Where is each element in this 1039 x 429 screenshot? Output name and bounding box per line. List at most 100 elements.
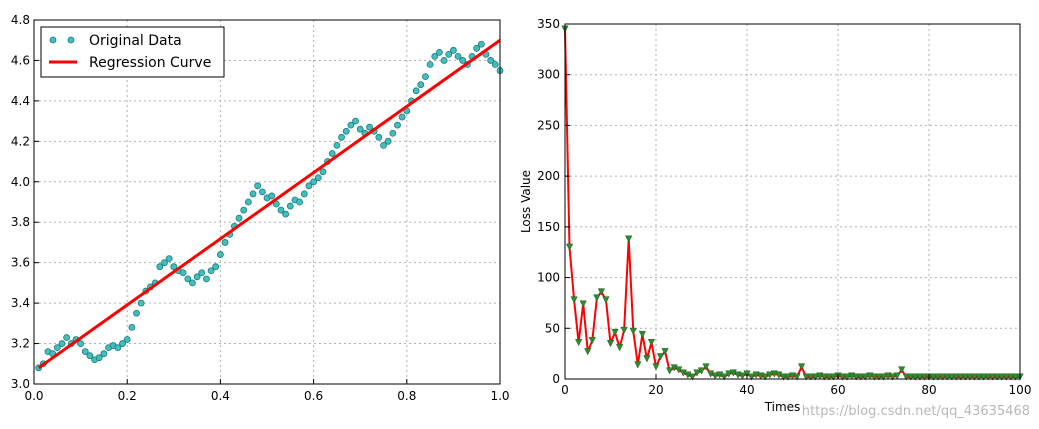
loss-point — [629, 327, 637, 336]
loss-point — [843, 373, 851, 381]
data-point — [491, 61, 499, 68]
loss-chart-ytick-label: 100 — [537, 271, 560, 285]
data-point — [473, 44, 481, 52]
loss-point — [565, 243, 574, 251]
loss-point — [661, 348, 669, 356]
data-point — [86, 352, 94, 360]
loss-point — [984, 373, 992, 381]
data-point — [212, 263, 220, 271]
loss-chart-ylabel: Loss Value — [519, 170, 533, 233]
data-point — [282, 210, 290, 218]
data-point — [53, 344, 61, 352]
loss-point — [638, 330, 646, 339]
loss-point — [820, 373, 828, 381]
data-point — [445, 50, 453, 58]
loss-point — [829, 373, 838, 381]
data-point — [119, 340, 126, 347]
loss-point — [861, 373, 869, 381]
data-point — [114, 344, 122, 352]
data-point — [63, 334, 71, 341]
data-point — [268, 192, 276, 200]
loss-point — [761, 373, 769, 381]
data-point — [440, 57, 448, 64]
loss-chart-xtick-label: 80 — [921, 383, 936, 397]
data-point — [189, 279, 196, 287]
data-point — [375, 133, 383, 141]
data-point — [137, 299, 145, 307]
data-point — [422, 73, 429, 81]
regression-chart-ytick-label: 4.4 — [11, 94, 30, 108]
data-point — [356, 125, 364, 133]
data-point — [477, 40, 485, 48]
loss-chart-ticks: 0 20 40 60 80 100 0 50 100 150 200 250 300 350 — [537, 17, 1031, 397]
loss-point — [979, 373, 988, 381]
loss-point — [1007, 373, 1015, 381]
loss-point — [957, 373, 965, 381]
data-point — [333, 141, 341, 149]
loss-point — [706, 370, 715, 378]
loss-point — [579, 300, 587, 308]
regression-chart-frame — [33, 19, 501, 385]
regression-line — [37, 38, 501, 370]
regression-chart-ytick-label: 3.0 — [11, 377, 30, 391]
data-point — [95, 354, 103, 362]
loss-chart-ytick-label: 200 — [537, 169, 560, 183]
data-point — [459, 57, 467, 64]
regression-chart-xtick-label: 1.0 — [490, 389, 509, 403]
data-point — [296, 198, 304, 206]
data-point — [426, 61, 434, 68]
loss-point — [588, 337, 596, 345]
loss-point — [797, 363, 806, 371]
watermark: https://blog.csdn.net/qq_43635468 — [802, 404, 1030, 419]
loss-point — [625, 235, 633, 243]
regression-chart-xtick-label: 0.0 — [24, 389, 43, 403]
loss-point — [898, 366, 906, 374]
data-point — [338, 133, 345, 141]
regression-chart-xtick-label: 0.8 — [397, 389, 416, 403]
loss-chart-ytick-label: 300 — [537, 68, 560, 82]
data-point — [352, 117, 359, 125]
data-point — [328, 150, 336, 157]
loss-point — [775, 371, 783, 379]
loss-point — [720, 373, 728, 381]
loss-point — [779, 373, 788, 381]
loss-point — [584, 348, 592, 356]
loss-point — [907, 373, 915, 381]
data-point — [412, 87, 420, 95]
loss-point — [916, 373, 924, 381]
loss-chart-xtick-label: 60 — [830, 383, 845, 397]
loss-point — [570, 296, 578, 304]
data-point — [77, 340, 84, 347]
loss-point — [679, 369, 687, 377]
data-point — [272, 200, 280, 208]
loss-point — [902, 373, 910, 381]
loss-point — [716, 371, 724, 379]
data-point — [366, 123, 373, 131]
loss-point — [934, 373, 942, 381]
data-point — [286, 202, 294, 210]
data-point — [384, 137, 392, 145]
data-point — [165, 255, 173, 263]
loss-point — [943, 373, 951, 381]
loss-point — [920, 373, 929, 381]
loss-chart-ytick-label: 150 — [537, 220, 560, 234]
loss-chart-xtick-label: 20 — [648, 383, 663, 397]
data-point — [347, 121, 355, 129]
regression-chart-legend: Original Data Regression Curve — [40, 26, 225, 78]
loss-point — [929, 373, 938, 381]
data-point — [216, 251, 224, 258]
loss-chart-ytick-label: 0 — [552, 372, 560, 386]
regression-chart-ytick-label: 3.6 — [11, 256, 30, 270]
legend-label-regression-curve: Regression Curve — [89, 55, 211, 71]
loss-point — [643, 355, 651, 363]
loss-chart-frame — [564, 23, 1021, 380]
loss-point — [729, 369, 737, 377]
loss-point — [870, 373, 879, 381]
data-point — [342, 127, 350, 135]
data-point — [156, 263, 164, 271]
data-point — [221, 239, 229, 246]
data-point — [380, 141, 387, 149]
regression-chart-plot-area — [35, 38, 504, 372]
loss-point — [793, 373, 801, 381]
